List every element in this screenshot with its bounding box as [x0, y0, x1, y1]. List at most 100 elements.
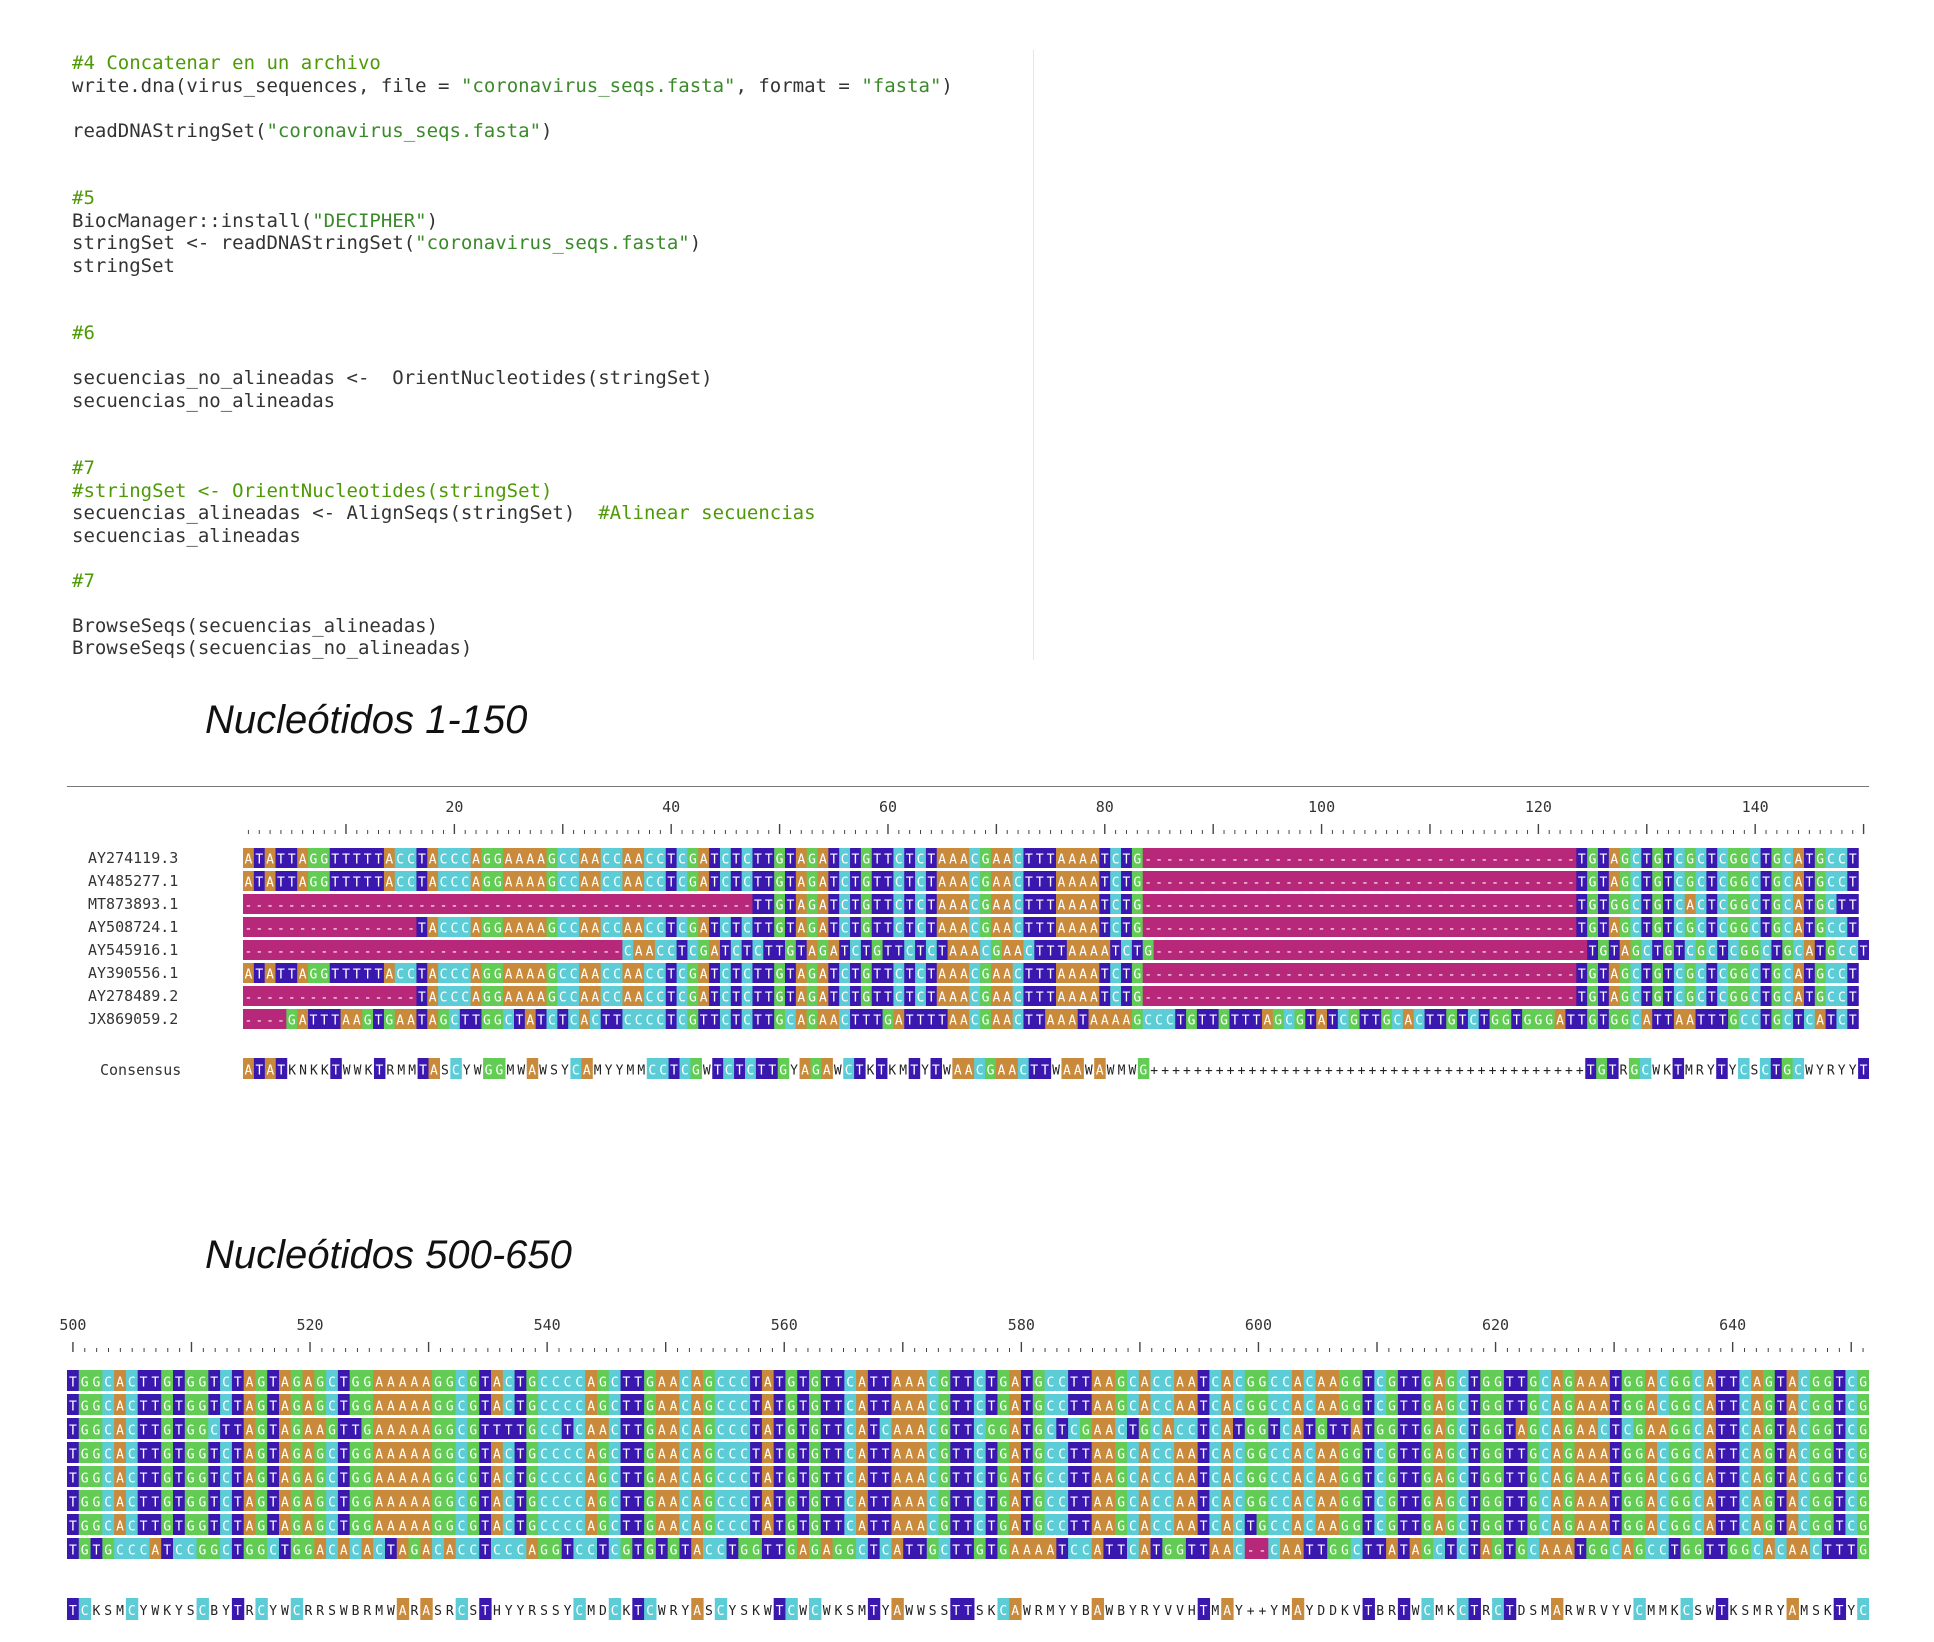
- base-cell: [1619, 1009, 1632, 1029]
- base-letter: A: [422, 1519, 430, 1534]
- base-letter: T: [776, 1423, 784, 1438]
- base-letter: A: [1141, 1495, 1149, 1510]
- base-letter: T: [1600, 876, 1608, 891]
- base-cell: [184, 1370, 198, 1391]
- base-letter: C: [976, 1447, 984, 1462]
- base-cell: [1240, 963, 1252, 983]
- base-letter: -: [1361, 991, 1369, 1006]
- base-letter: A: [938, 922, 946, 937]
- base-letter: A: [858, 1495, 866, 1510]
- base-letter: -: [1426, 968, 1434, 983]
- base-letter: A: [587, 1519, 595, 1534]
- base-cell: [1229, 871, 1241, 891]
- base-cell: [362, 963, 374, 983]
- base-cell: [90, 1394, 103, 1415]
- base-letter: A: [893, 1423, 901, 1438]
- base-letter: A: [1789, 1495, 1797, 1510]
- base-letter: G: [811, 1471, 819, 1486]
- base-letter: C: [1697, 899, 1705, 914]
- base-cell: [243, 940, 255, 960]
- base-letter: T: [1805, 876, 1813, 891]
- base-cell: [1056, 1009, 1068, 1029]
- base-cell: [1684, 917, 1697, 937]
- base-cell: [383, 848, 396, 868]
- base-cell: [557, 986, 569, 1006]
- base-letter: G: [1247, 1447, 1255, 1462]
- base-cell: [938, 1370, 951, 1391]
- base-letter: G: [1133, 991, 1141, 1006]
- base-letter: G: [941, 1495, 949, 1510]
- base-letter: A: [591, 853, 599, 868]
- base-letter: A: [399, 1423, 407, 1438]
- base-letter: G: [1773, 991, 1781, 1006]
- base-cell: [1066, 986, 1079, 1006]
- base-letter: -: [1459, 922, 1467, 937]
- base-letter: T: [1025, 1014, 1033, 1029]
- base-letter: T: [331, 876, 339, 891]
- base-cell: [719, 848, 732, 868]
- base-letter: C: [407, 968, 415, 983]
- base-letter: A: [1294, 1495, 1302, 1510]
- base-cell: [557, 940, 569, 960]
- base-letter: A: [1176, 1399, 1184, 1414]
- base-letter: T: [927, 922, 935, 937]
- base-cell: [1077, 848, 1090, 868]
- base-letter: C: [1270, 1375, 1278, 1390]
- base-letter: A: [411, 1471, 419, 1486]
- base-letter: T: [340, 1423, 348, 1438]
- base-letter: A: [1317, 1399, 1325, 1414]
- base-cell: [573, 1370, 586, 1391]
- base-letter: C: [1708, 945, 1716, 960]
- base-cell: [503, 940, 515, 960]
- base-letter: T: [884, 945, 892, 960]
- base-letter: A: [1112, 1014, 1120, 1029]
- base-cell: [1554, 1009, 1567, 1029]
- base-letter: -: [1329, 899, 1337, 914]
- consensus-cell: [1738, 1058, 1750, 1079]
- base-cell: [1543, 848, 1556, 868]
- base-letter: A: [1435, 1375, 1443, 1390]
- base-cell: [1760, 986, 1773, 1006]
- base-letter: C: [895, 853, 903, 868]
- base-cell: [1704, 1394, 1717, 1415]
- base-letter: -: [1534, 899, 1542, 914]
- base-letter: A: [764, 1471, 772, 1486]
- base-cell: [455, 1394, 469, 1415]
- base-letter: A: [1105, 1447, 1113, 1462]
- base-letter: T: [222, 1423, 230, 1438]
- base-cell: [1348, 963, 1361, 983]
- base-letter: T: [667, 876, 675, 891]
- base-letter: -: [1459, 968, 1467, 983]
- base-letter: -: [1209, 968, 1217, 983]
- base-letter: T: [1307, 1014, 1315, 1029]
- base-letter: T: [1082, 1495, 1090, 1510]
- base-cell: [1532, 917, 1545, 937]
- base-cell: [264, 871, 277, 891]
- base-letter: A: [1553, 1471, 1561, 1486]
- base-cell: [1110, 917, 1122, 937]
- base-letter: T: [1123, 876, 1131, 891]
- base-cell: [394, 1009, 407, 1029]
- sequence-label: AY274119.3: [88, 849, 179, 867]
- base-cell: [1663, 894, 1675, 914]
- base-letter: -: [1285, 876, 1293, 891]
- base-cell: [1196, 1009, 1209, 1029]
- base-cell: [1001, 894, 1014, 914]
- base-letter: T: [277, 853, 285, 868]
- base-letter: A: [949, 853, 957, 868]
- base-letter: G: [1494, 1423, 1502, 1438]
- base-letter: C: [1659, 1447, 1667, 1462]
- base-cell: [1446, 986, 1458, 1006]
- base-letter: G: [163, 1423, 171, 1438]
- base-letter: T: [69, 1399, 77, 1414]
- base-letter: -: [1361, 876, 1369, 891]
- base-cell: [1305, 871, 1317, 891]
- base-cell: [1056, 1370, 1069, 1391]
- base-letter: G: [1589, 991, 1597, 1006]
- base-cell: [691, 1418, 704, 1439]
- base-letter: T: [353, 853, 361, 868]
- base-letter: C: [917, 853, 925, 868]
- base-cell: [557, 917, 569, 937]
- base-letter: A: [305, 1471, 313, 1486]
